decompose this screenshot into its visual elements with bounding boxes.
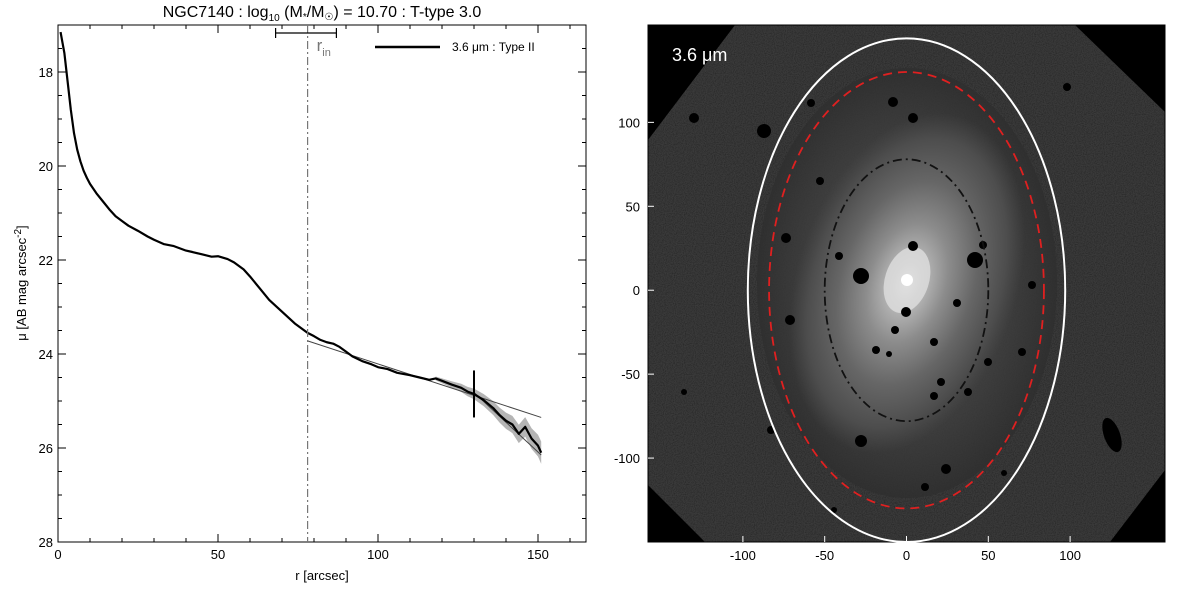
title-star: * xyxy=(303,12,307,23)
aperture-inner-radius xyxy=(823,158,990,423)
profile-line-3.6um xyxy=(59,31,543,454)
y-tick-label: 22 xyxy=(39,253,53,268)
image-y-tick-label: -100 xyxy=(614,451,640,466)
image-band-label: 3.6 μm xyxy=(672,45,727,65)
svg-text:NGC7140 : log10 (M*/M☉) = 10.7: NGC7140 : log10 (M*/M☉) = 10.70 : T-type… xyxy=(163,4,482,24)
r-in-label: rin xyxy=(317,36,331,59)
x-tick-label: 50 xyxy=(211,547,225,562)
image-x-tick-label: 0 xyxy=(903,548,910,563)
image-y-tick-label: -50 xyxy=(621,367,640,382)
image-y-tick-label: 100 xyxy=(618,115,640,130)
image-y-tick-label: 0 xyxy=(633,283,640,298)
y-axis-label: μ [AB mag arcsec-2] xyxy=(13,225,29,340)
title-sun: ☉ xyxy=(325,12,334,23)
y-axis-ticks: 18 20 22 24 26 28 xyxy=(39,48,586,550)
x-axis-label: r [arcsec] xyxy=(295,568,348,583)
rin-markers: rin xyxy=(275,25,475,542)
aperture-break-radius xyxy=(768,71,1045,510)
title-mid: (M xyxy=(280,4,303,21)
title-subscript: 10 xyxy=(269,13,281,24)
x-axis-ticks: 0 50 100 150 xyxy=(54,25,571,562)
profile-error-band xyxy=(435,376,542,464)
legend: 3.6 μm : Type II xyxy=(375,40,535,54)
y-tick-label: 28 xyxy=(39,535,53,550)
title: NGC7140 : log10 (M*/M☉) = 10.70 : T-type… xyxy=(163,4,482,24)
image-y-tick-label: 50 xyxy=(626,199,640,214)
image-x-tick-label: -100 xyxy=(730,548,756,563)
legend-label: 3.6 μm : Type II xyxy=(452,40,535,54)
x-tick-label: 100 xyxy=(367,547,389,562)
masked-sources xyxy=(681,83,1122,513)
y-tick-label: 24 xyxy=(39,347,53,362)
image-x-tick-label: 100 xyxy=(1059,548,1081,563)
galaxy-image xyxy=(648,25,1165,542)
image-x-tick-label: -50 xyxy=(815,548,834,563)
x-tick-label: 0 xyxy=(54,547,61,562)
x-tick-label: 150 xyxy=(527,547,549,562)
plot-frame xyxy=(57,24,587,543)
title-suffix: ) = 10.70 : T-type 3.0 xyxy=(333,4,481,21)
title-slash: /M xyxy=(307,4,325,21)
image-y-ticks: 100 50 0 -50 -100 xyxy=(614,115,654,466)
image-x-ticks: -100 -50 0 50 100 xyxy=(730,536,1081,563)
y-tick-label: 18 xyxy=(39,65,53,80)
galaxy-nucleus xyxy=(901,274,913,286)
outer-disk-fit-line xyxy=(473,392,542,456)
plot-area xyxy=(59,31,543,464)
y-tick-label: 20 xyxy=(39,159,53,174)
image-x-tick-label: 50 xyxy=(981,548,995,563)
y-tick-label: 26 xyxy=(39,441,53,456)
title-prefix: NGC7140 : log xyxy=(163,4,269,21)
